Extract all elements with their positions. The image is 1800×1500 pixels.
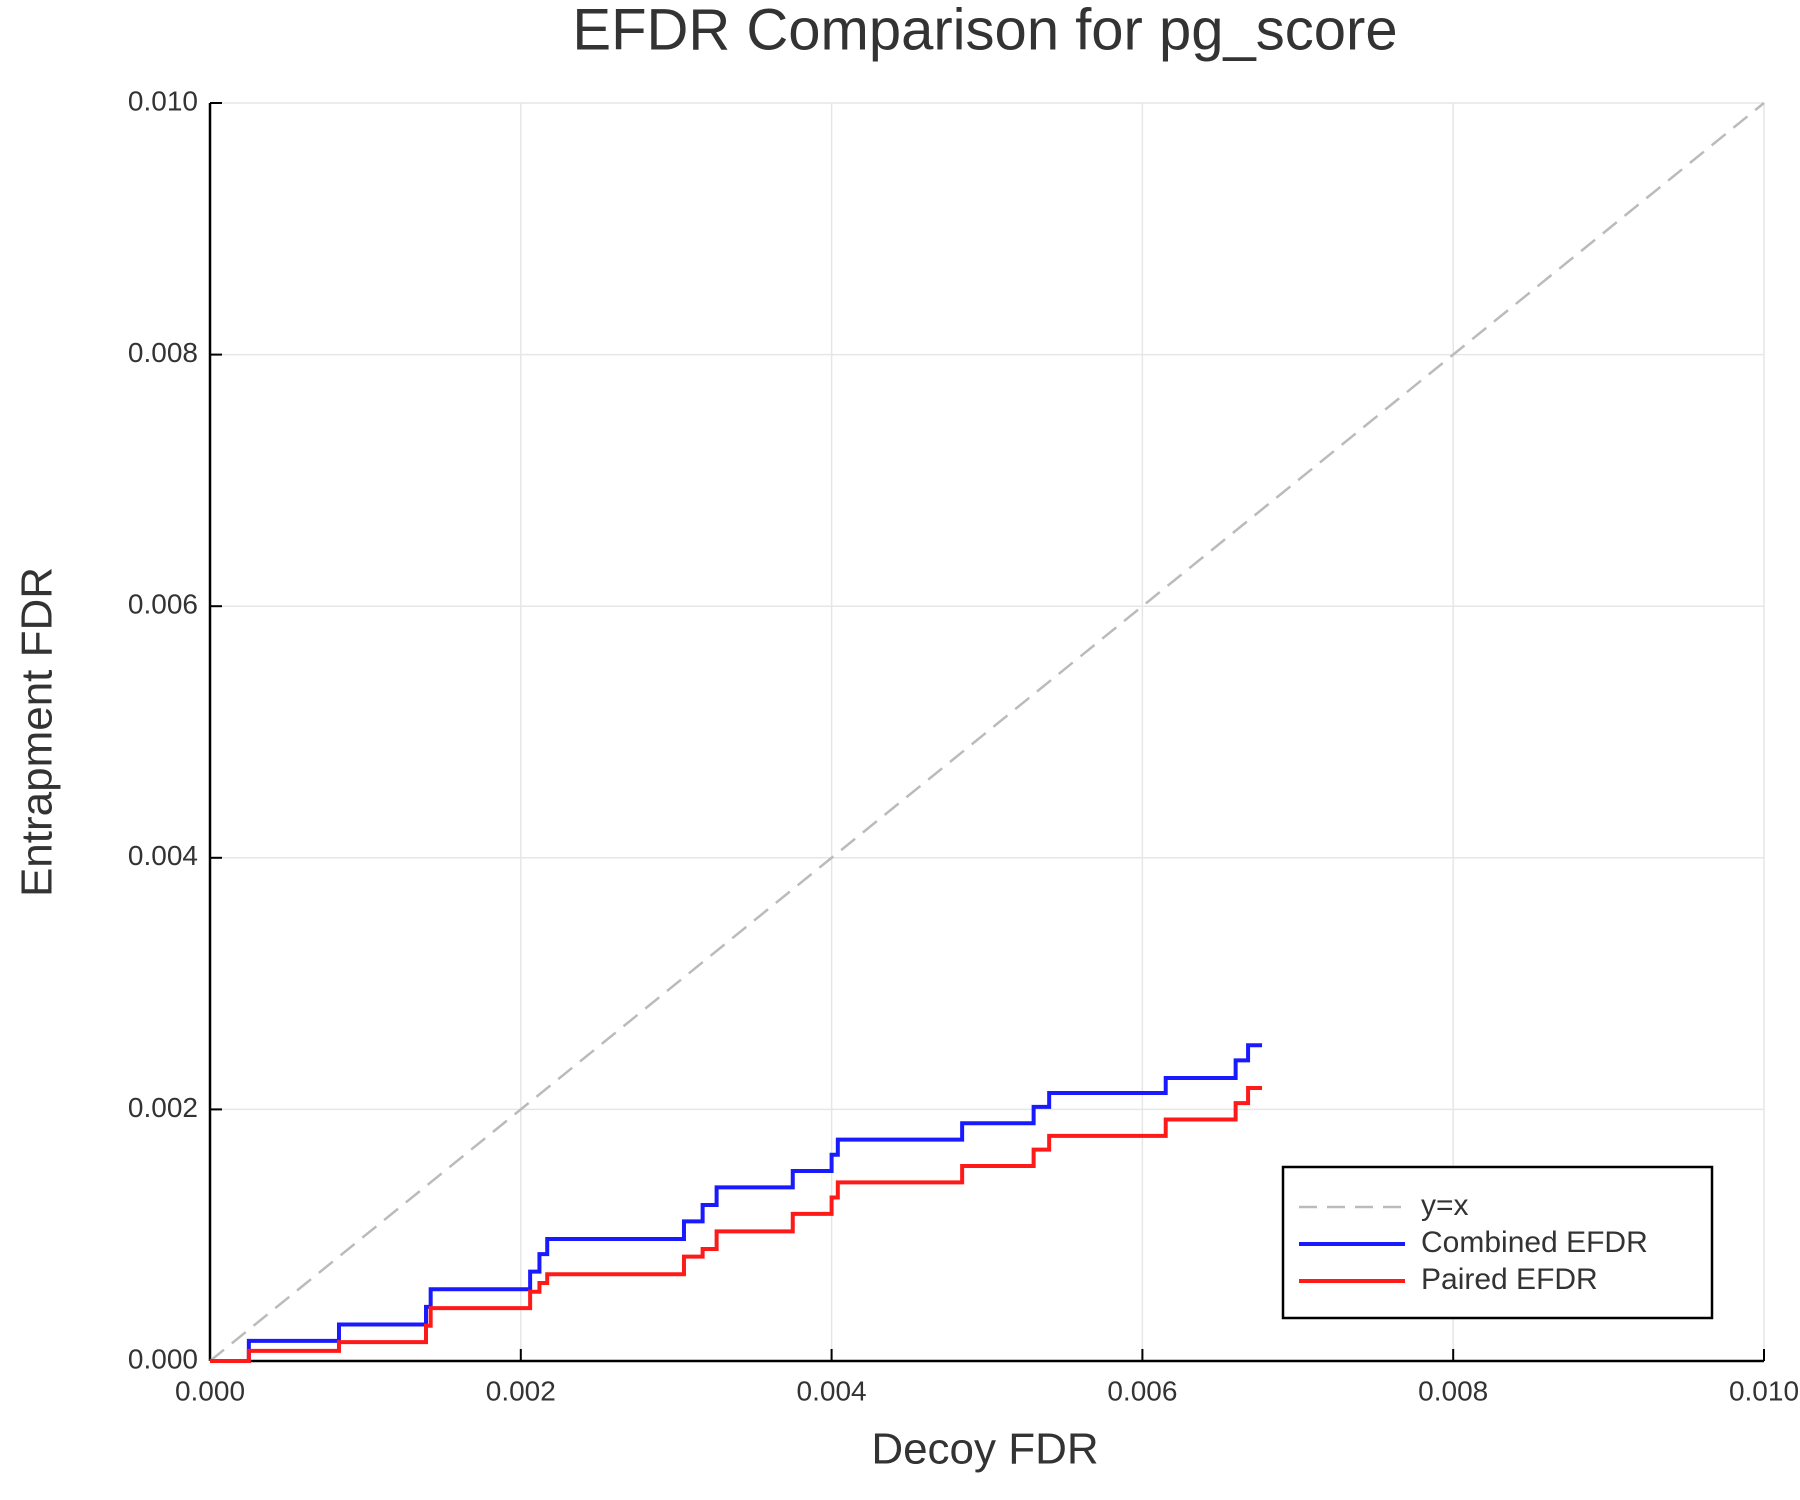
line-series <box>209 102 1765 1362</box>
y-tick-label: 0.010 <box>128 85 198 116</box>
y-tick-label: 0.006 <box>128 589 198 620</box>
x-tick-label: 0.010 <box>1729 1375 1799 1406</box>
x-tick-label: 0.002 <box>486 1375 556 1406</box>
y-tick-label: 0.000 <box>128 1343 198 1374</box>
y-axis-label: Entrapment FDR <box>13 567 62 897</box>
chart-title: EFDR Comparison for pg_score <box>572 0 1397 62</box>
x-tick-label: 0.008 <box>1418 1375 1488 1406</box>
y-tick-label: 0.004 <box>128 840 198 871</box>
x-tick-label: 0.006 <box>1107 1375 1177 1406</box>
x-tick-label: 0.004 <box>797 1375 867 1406</box>
legend-label: Paired EFDR <box>1421 1263 1598 1296</box>
legend-label: y=x <box>1421 1189 1469 1222</box>
y-tick-label: 0.002 <box>128 1092 198 1123</box>
legend-label: Combined EFDR <box>1421 1226 1648 1259</box>
x-tick-label: 0.000 <box>175 1375 245 1406</box>
x-axis-label: Decoy FDR <box>871 1425 1098 1474</box>
line-series <box>210 1043 1263 1363</box>
y-tick-label: 0.008 <box>128 337 198 368</box>
line-series <box>210 1086 1263 1363</box>
